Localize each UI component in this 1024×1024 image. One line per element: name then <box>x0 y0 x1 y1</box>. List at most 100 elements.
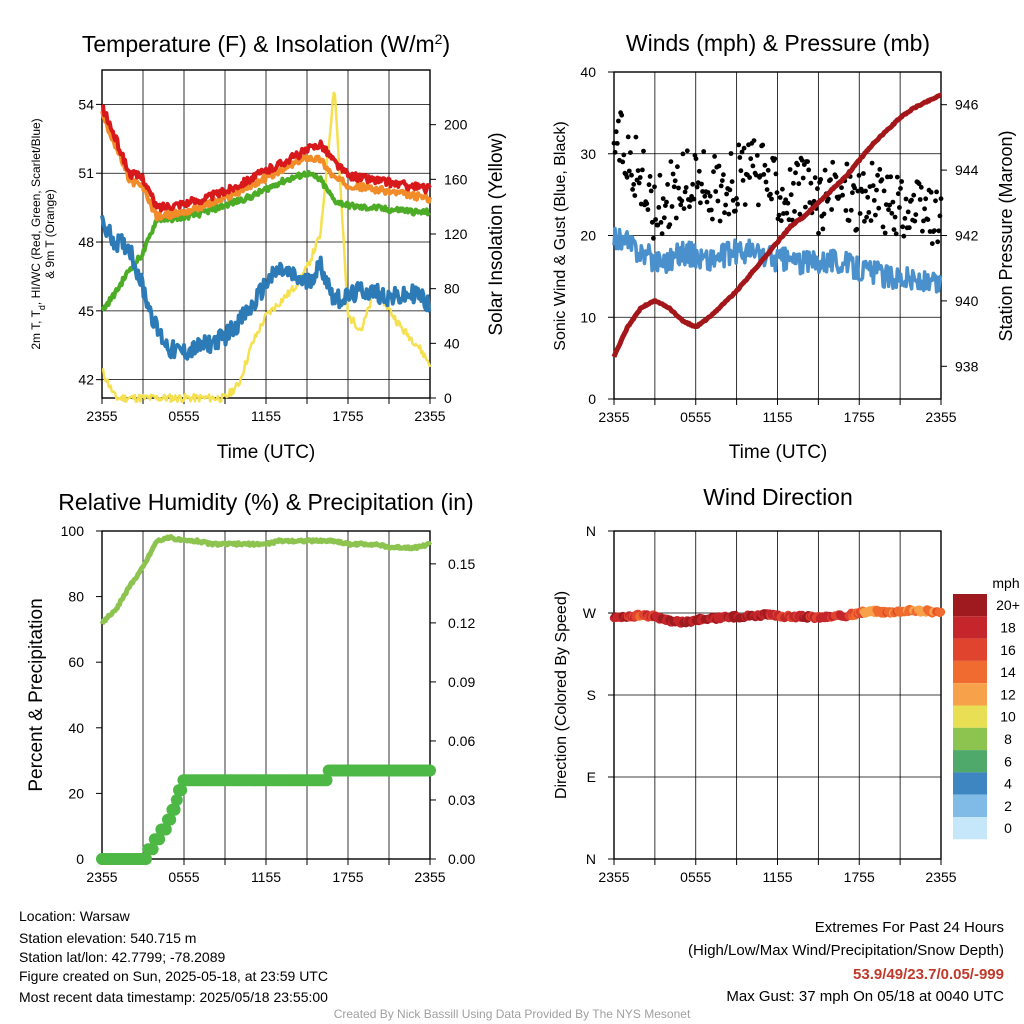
gust-point <box>646 182 652 188</box>
gust-point <box>635 168 641 174</box>
temp-ytick-right-label: 0 <box>444 390 452 406</box>
gust-point <box>800 175 806 181</box>
temp-xtick-label: 1755 <box>332 408 363 424</box>
gust-point <box>616 118 621 124</box>
rh-ytick-right-label: 0.06 <box>448 733 475 749</box>
temp-ytick-label: 48 <box>78 234 94 250</box>
gust-point <box>645 207 651 213</box>
rh-ytick-label: 100 <box>61 523 85 539</box>
gust-point <box>676 185 681 191</box>
gust-point <box>783 197 789 203</box>
gust-point <box>704 199 710 205</box>
precip-point <box>424 764 436 777</box>
legend-swatch <box>953 616 987 639</box>
gust-point <box>648 188 654 194</box>
gust-point <box>656 205 662 210</box>
gust-point <box>612 149 618 155</box>
gust-point <box>861 171 866 176</box>
gust-point <box>797 211 803 217</box>
gust-point <box>916 181 922 187</box>
dir-series-points <box>609 604 946 628</box>
gust-point <box>900 224 906 230</box>
gust-point <box>718 183 724 189</box>
gust-point <box>857 211 863 216</box>
gust-point <box>876 205 882 211</box>
rh-xtick-label: 2355 <box>86 869 117 885</box>
precip-point <box>170 794 183 806</box>
gust-point <box>652 184 657 190</box>
gust-point <box>684 148 690 154</box>
gust-point <box>748 156 754 162</box>
wind-ytick-label: 10 <box>580 309 596 325</box>
gust-point <box>866 210 872 215</box>
gust-point <box>850 190 855 196</box>
temp-xtick-label: 0555 <box>168 408 199 424</box>
dir-ytick-label: S <box>587 687 596 703</box>
rh-ylabel-left: Percent & Precipitation <box>26 598 47 791</box>
gust-point <box>705 190 711 195</box>
gust-point <box>856 173 862 178</box>
gust-point <box>708 207 714 213</box>
gust-point <box>723 202 728 208</box>
gust-point <box>935 239 941 245</box>
gust-point <box>702 193 708 199</box>
gust-point <box>763 179 769 185</box>
rh-xtick-label: 2355 <box>414 869 445 885</box>
gust-point <box>647 174 653 179</box>
gust-point <box>829 207 834 212</box>
gust-point <box>791 180 796 186</box>
gust-point <box>887 202 892 208</box>
legend-label: 10 <box>1000 709 1016 725</box>
gust-point <box>631 182 637 187</box>
gust-point <box>640 167 645 173</box>
gust-point <box>751 138 757 144</box>
gust-point <box>762 162 768 168</box>
temp-ylabel-right: Solar Insolation (Yellow) <box>486 132 507 335</box>
legend-label: 6 <box>1004 753 1012 769</box>
wind-ytick-label: 0 <box>588 391 596 407</box>
temp-ytick-label: 45 <box>78 303 94 319</box>
gust-point <box>780 186 785 192</box>
gust-point <box>619 112 625 118</box>
precip-point <box>146 843 159 856</box>
temp-ytick-label: 51 <box>78 165 94 181</box>
rh-xtick-label: 1155 <box>251 869 281 885</box>
rh-ytick-label: 60 <box>68 654 84 670</box>
temp-ytick-right-label: 80 <box>444 281 460 297</box>
temp-ytick-right-label: 160 <box>444 171 468 187</box>
gust-point <box>777 195 783 200</box>
gust-point <box>675 164 680 170</box>
legend-label: 20+ <box>996 597 1020 613</box>
gust-point <box>735 201 740 207</box>
dir-ytick-label: N <box>586 851 596 867</box>
gust-point <box>920 228 925 234</box>
gust-point <box>707 193 713 199</box>
gust-point <box>716 163 722 169</box>
gust-point <box>906 225 912 231</box>
temp-xtick-label: 2355 <box>414 408 445 424</box>
temp-ytick-right-label: 120 <box>444 226 468 242</box>
legend-label: 14 <box>1000 664 1016 680</box>
wind-xtick-label: 1155 <box>762 409 792 425</box>
gust-point <box>625 134 631 140</box>
temp-ylabel-line2: & 9m T (Orange) <box>43 189 57 279</box>
wind-ytick-label: 40 <box>580 64 596 80</box>
gust-point <box>871 198 877 203</box>
rh-title: Relative Humidity (%) & Precipitation (i… <box>58 489 473 515</box>
gust-point <box>764 187 770 193</box>
gust-point <box>711 169 716 175</box>
gust-point <box>756 202 761 208</box>
precip-point <box>168 803 181 816</box>
gust-point <box>870 183 876 189</box>
precip-point <box>153 833 166 846</box>
gust-point <box>774 190 780 196</box>
legend-label: 12 <box>1000 686 1016 702</box>
gust-point <box>679 198 685 204</box>
gust-point <box>902 216 908 221</box>
rh-series-humidity <box>99 534 433 626</box>
gust-point <box>898 186 903 191</box>
gust-point <box>929 241 935 247</box>
gust-point <box>864 214 869 220</box>
dir-title: Wind Direction <box>703 484 853 510</box>
gust-point <box>683 185 689 190</box>
